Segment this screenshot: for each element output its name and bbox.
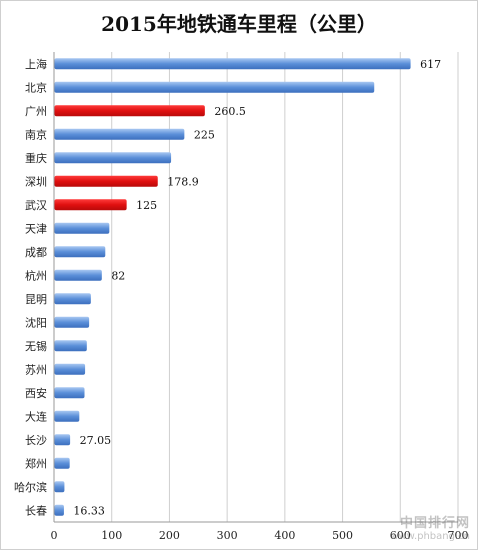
bar-20 [54, 504, 64, 516]
category-label: 南京 [25, 127, 47, 141]
data-label: 617 [420, 58, 441, 71]
bar-7 [54, 199, 127, 211]
category-label: 重庆 [25, 151, 47, 165]
bar-19 [54, 481, 65, 493]
data-label: 16.33 [73, 504, 105, 517]
watermark-url: www.phbang.cn [390, 531, 470, 542]
x-tick-label: 600 [390, 529, 411, 542]
category-label: 成都 [25, 246, 47, 259]
x-tick-label: 0 [51, 529, 58, 542]
data-label: 125 [136, 199, 157, 212]
data-label: 178.9 [167, 175, 199, 188]
bar-17 [54, 434, 71, 446]
category-label: 郑州 [25, 456, 47, 470]
bar-3 [54, 105, 205, 117]
category-label: 哈尔滨 [14, 480, 47, 494]
data-label: 225 [194, 128, 215, 141]
category-label: 杭州 [25, 268, 47, 282]
x-tick-label: 200 [159, 529, 180, 542]
bar-2 [54, 81, 375, 93]
grid-lines [53, 52, 459, 523]
bar-4 [54, 128, 185, 140]
category-label: 广州 [25, 105, 47, 118]
category-label: 深圳 [25, 175, 47, 188]
bar-15 [54, 387, 85, 399]
category-label: 长春 [25, 504, 47, 517]
bar-8 [54, 222, 110, 234]
bar-13 [54, 340, 87, 352]
bar-16 [54, 410, 80, 422]
bar-5 [54, 152, 172, 164]
category-label: 无锡 [25, 339, 47, 353]
category-label: 北京 [25, 80, 47, 94]
x-tick-label: 700 [448, 529, 469, 542]
bar-10 [54, 269, 102, 281]
x-tick-label: 500 [332, 529, 353, 542]
data-label: 27.05 [80, 434, 112, 447]
category-label: 沈阳 [25, 315, 47, 329]
x-tick-label: 300 [217, 529, 238, 542]
data-label: 260.5 [214, 105, 246, 118]
category-label: 苏州 [25, 363, 47, 376]
watermark: 中国排行网 www.phbang.cn [390, 512, 470, 542]
category-label: 上海 [25, 57, 47, 71]
category-label: 武汉 [25, 199, 47, 212]
category-label: 天津 [25, 222, 47, 235]
x-tick-label: 400 [274, 529, 295, 542]
bar-11 [54, 293, 91, 305]
bar-9 [54, 246, 106, 258]
bar-1 [54, 58, 411, 70]
category-label: 大连 [25, 409, 47, 423]
category-label: 昆明 [25, 293, 47, 306]
data-label: 82 [111, 269, 125, 282]
category-label: 西安 [25, 386, 47, 400]
bar-12 [54, 316, 90, 328]
bar-14 [54, 363, 86, 375]
category-label: 长沙 [25, 434, 47, 447]
x-tick-label: 100 [101, 529, 122, 542]
chart-title: 2015年地铁通车里程（公里） [101, 12, 377, 36]
watermark-text: 中国排行网 [399, 516, 470, 531]
bars [54, 58, 411, 516]
bar-6 [54, 175, 158, 187]
bar-18 [54, 457, 70, 469]
